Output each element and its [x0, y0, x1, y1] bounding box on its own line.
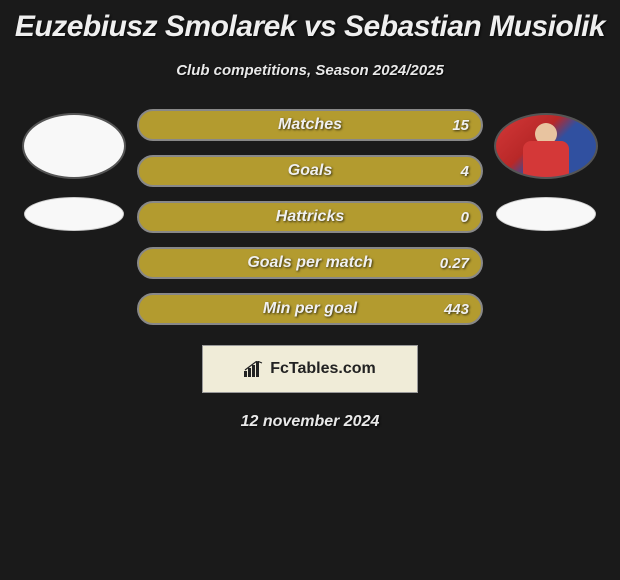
stat-label: Matches [278, 116, 342, 134]
stat-right-value: 15 [452, 117, 469, 134]
stat-row: Hattricks 0 [137, 201, 483, 233]
stats-bars: Matches 15 Goals 4 Hattricks 0 Goals per… [137, 109, 483, 325]
stat-right-value: 4 [461, 163, 469, 180]
left-club-badge [24, 197, 124, 231]
subtitle: Club competitions, Season 2024/2025 [0, 62, 620, 79]
stat-right-value: 443 [444, 301, 469, 318]
stat-row: Goals 4 [137, 155, 483, 187]
left-player-col [19, 109, 129, 231]
bar-chart-icon [244, 361, 264, 377]
stat-row: Goals per match 0.27 [137, 247, 483, 279]
date-text: 12 november 2024 [0, 413, 620, 431]
stat-label: Min per goal [263, 300, 357, 318]
stat-row: Min per goal 443 [137, 293, 483, 325]
brand-text: FcTables.com [270, 360, 376, 378]
right-club-badge [496, 197, 596, 231]
stat-right-value: 0 [461, 209, 469, 226]
comparison-widget: Euzebiusz Smolarek vs Sebastian Musiolik… [0, 0, 620, 431]
page-title: Euzebiusz Smolarek vs Sebastian Musiolik [0, 10, 620, 44]
left-player-avatar [22, 113, 126, 179]
stat-right-value: 0.27 [440, 255, 469, 272]
stat-row: Matches 15 [137, 109, 483, 141]
stat-label: Goals per match [247, 254, 372, 272]
stat-label: Hattricks [276, 208, 344, 226]
stat-label: Goals [288, 162, 332, 180]
brand-box[interactable]: FcTables.com [202, 345, 418, 393]
right-player-col [491, 109, 601, 231]
compare-area: Matches 15 Goals 4 Hattricks 0 Goals per… [0, 109, 620, 325]
right-player-avatar [494, 113, 598, 179]
